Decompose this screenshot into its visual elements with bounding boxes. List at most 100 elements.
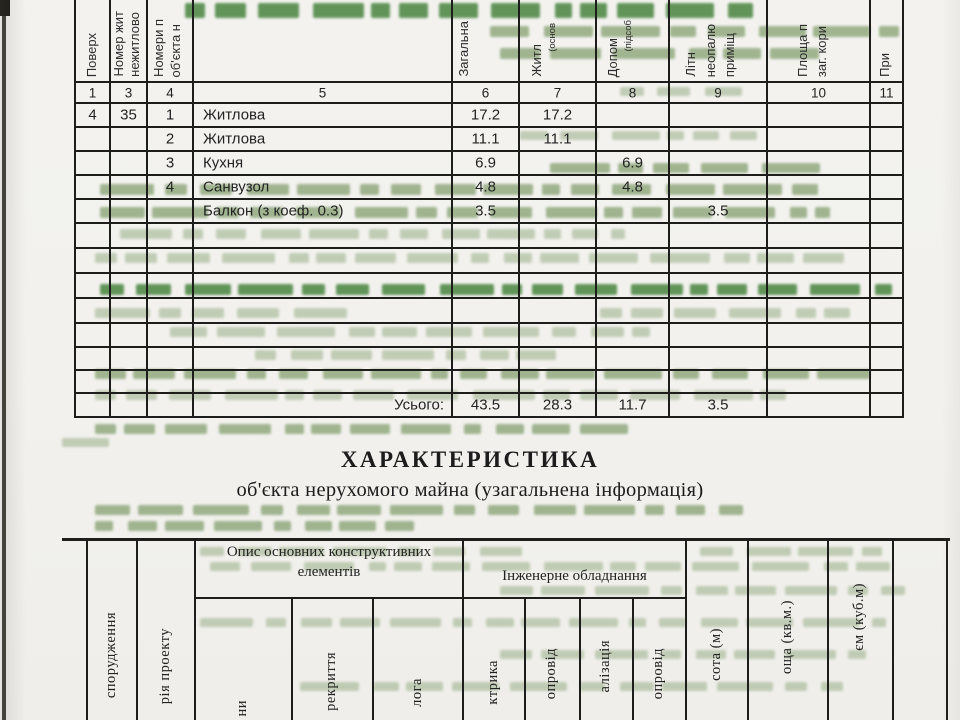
bleed-through-word — [569, 618, 619, 627]
bleed-through-word — [291, 350, 323, 360]
bleed-through-word — [339, 618, 381, 627]
bleed-through-word — [531, 424, 570, 434]
bleed-through-word — [542, 390, 571, 400]
area-table-cell-value: 4.8 — [622, 178, 643, 196]
bleed-through-word — [630, 308, 663, 318]
bleed-through-word — [255, 350, 277, 360]
bleed-through-word — [216, 207, 240, 218]
bleed-through-word — [821, 682, 843, 691]
bleed-through-word — [332, 547, 387, 556]
bleed-through-line — [100, 184, 830, 195]
bleed-through-line — [95, 521, 425, 531]
bleed-through-word — [315, 253, 346, 263]
bleed-through-word — [128, 521, 157, 531]
bleed-through-word — [823, 308, 850, 318]
bleed-through-word — [123, 424, 156, 434]
bleed-through-word — [560, 131, 599, 140]
bleed-through-word — [848, 586, 868, 595]
bleed-through-word — [545, 207, 598, 218]
bleed-through-word — [246, 184, 290, 195]
area-table-cell-value: 4 — [165, 178, 175, 196]
bleed-through-word — [100, 207, 146, 218]
bleed-through-word — [550, 163, 610, 173]
bleed-through-word — [285, 390, 304, 400]
bleed-through-word — [297, 505, 331, 515]
area-table-cell-value: 3.5 — [475, 202, 496, 220]
area-table-cell-value: 17.2 — [542, 106, 573, 124]
bleed-through-word — [250, 207, 284, 218]
bleed-through-word — [630, 390, 680, 400]
bleed-through-word — [785, 586, 838, 595]
area-table-room-name: Житлова — [203, 106, 266, 124]
bleed-through-word — [855, 562, 891, 571]
bleed-through-word — [169, 390, 212, 400]
table-grid-hline — [74, 322, 904, 324]
bleed-through-word — [431, 369, 449, 379]
bleed-through-word — [62, 438, 109, 447]
bleed-through-word — [521, 618, 561, 627]
area-table-cell-value: 3.5 — [707, 202, 729, 220]
doc-title: ХАРАКТЕРИСТИКА — [340, 447, 600, 472]
bleed-through-word — [795, 308, 816, 318]
bleed-through-word — [542, 184, 561, 195]
bleed-through-word — [812, 26, 871, 37]
table-grid-hline — [74, 126, 904, 128]
area-table-cell-value: 17.2 — [470, 106, 501, 124]
bleed-through-word — [600, 26, 660, 37]
bleed-through-word — [692, 562, 739, 571]
table-grid-hline — [195, 597, 686, 599]
area-table-room-name: Кухня — [203, 154, 244, 172]
bleed-through-word — [619, 682, 655, 691]
bleed-through-word — [279, 547, 324, 556]
table-grid-hline — [74, 150, 904, 152]
bleed-through-line — [185, 3, 760, 18]
bleed-through-word — [482, 184, 534, 195]
bleed-through-word — [200, 547, 224, 556]
bleed-through-line — [490, 26, 910, 37]
bleed-through-word — [762, 163, 820, 173]
area-table-column-number: 9 — [714, 85, 722, 100]
table-grid-vline — [194, 538, 196, 720]
bleed-through-line — [300, 682, 850, 691]
bleed-through-word — [237, 284, 294, 295]
bleed-through-line — [100, 207, 840, 218]
bleed-through-word — [100, 284, 125, 295]
table-grid-vline — [902, 0, 904, 418]
bleed-through-word — [165, 184, 187, 195]
area-table-room-name: Житлова — [203, 130, 266, 148]
table-grid-vline — [892, 538, 894, 720]
table-grid-vline — [524, 598, 526, 720]
bleed-through-line — [62, 438, 122, 447]
bleed-through-word — [595, 586, 649, 595]
bleed-through-word — [438, 3, 478, 18]
table-grid-vline — [291, 598, 293, 720]
area-table-column-number: 7 — [553, 85, 562, 100]
bleed-through-word — [277, 327, 336, 337]
bleed-through-word — [723, 48, 761, 59]
bleed-through-word — [758, 26, 806, 37]
bleed-through-word — [446, 350, 466, 360]
bleed-through-line — [500, 650, 880, 659]
bleed-through-word — [426, 327, 472, 337]
bleed-through-word — [285, 424, 305, 434]
bleed-through-word — [359, 184, 380, 195]
table-grid-vline — [86, 538, 88, 720]
area-table-cell-value: 11.1 — [543, 130, 572, 148]
area-table-column-number: 6 — [481, 85, 490, 100]
bleed-through-word — [311, 424, 341, 434]
bleed-through-word — [612, 184, 651, 195]
bleed-through-word — [479, 350, 510, 360]
bleed-through-word — [847, 650, 866, 659]
area-table-total-value: 43.5 — [470, 396, 501, 414]
table-grid-hline — [74, 369, 904, 371]
bleed-through-word — [278, 369, 309, 379]
bleed-through-line — [95, 390, 795, 400]
bleed-through-word — [400, 424, 451, 434]
bleed-through-word — [95, 308, 150, 318]
bleed-through-word — [708, 26, 745, 37]
table-grid-vline — [518, 0, 520, 418]
bleed-through-word — [544, 562, 604, 571]
bleed-through-word — [695, 650, 727, 659]
bleed-through-word — [660, 586, 683, 595]
